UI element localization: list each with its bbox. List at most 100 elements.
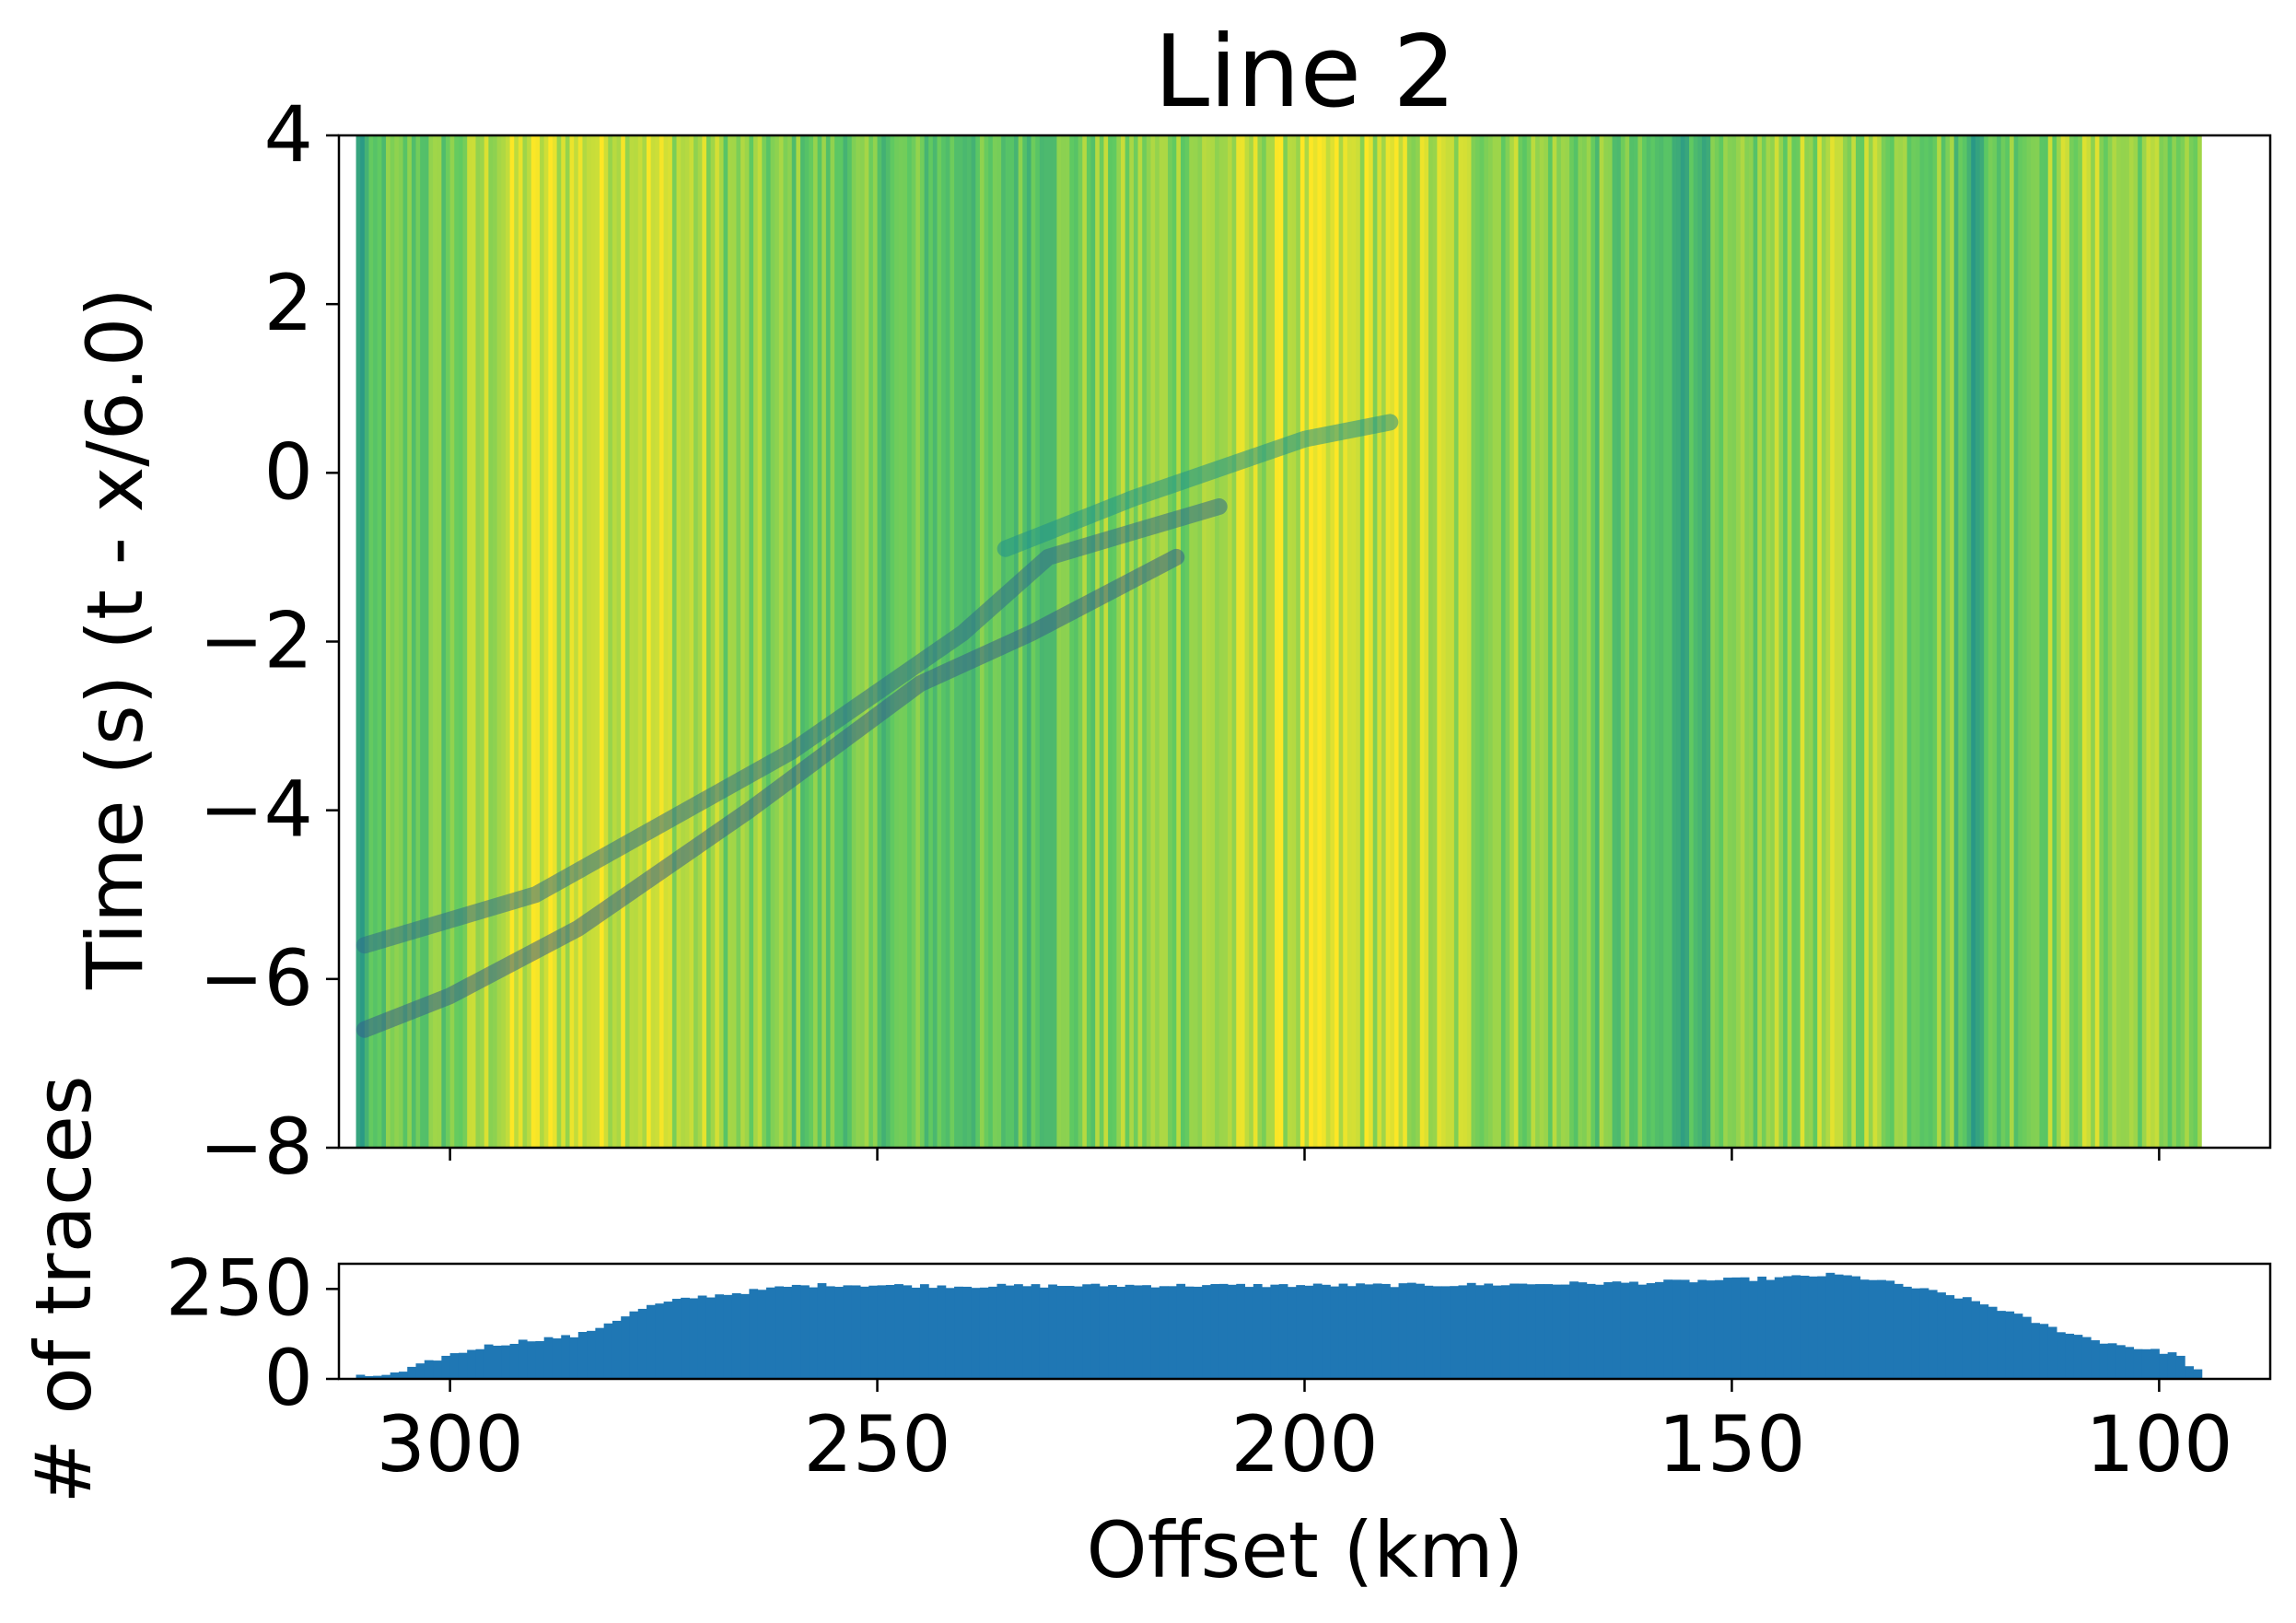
histogram-bar [1262,1287,1271,1379]
heatmap-column [1218,135,1224,1148]
heatmap-column [2141,135,2148,1148]
heatmap-column [2052,135,2057,1148]
heatmap-column [804,135,810,1148]
heatmap-column [2099,135,2104,1148]
heatmap-column [1689,135,1695,1148]
heatmap-column [415,135,421,1148]
heatmap-column [775,135,780,1148]
heatmap-column [471,135,477,1148]
histogram-bar [663,1302,673,1379]
heatmap-column [1868,135,1874,1148]
histogram-bar [1962,1297,1972,1379]
histogram-bar [1322,1284,1331,1379]
histogram-y-tick-label: 250 [166,1243,313,1333]
histogram-bar [577,1332,588,1379]
heatmap-column [1890,135,1895,1148]
x-tick-label: 200 [1230,1399,1378,1489]
histogram-bar [424,1360,434,1379]
x-tick-label: 100 [2085,1399,2232,1489]
heatmap-column [1582,135,1588,1148]
heatmap-column [1073,135,1079,1148]
histogram-bar [2022,1316,2032,1379]
histogram-bar [945,1288,955,1379]
histogram-bar [1766,1279,1776,1379]
heatmap-column [2112,135,2117,1148]
heatmap-column [791,135,798,1148]
heatmap-column [1253,135,1259,1148]
histogram-bar [1894,1283,1904,1379]
heatmap-column [783,135,788,1148]
heatmap-column [1296,135,1301,1148]
heatmap-column [1351,135,1357,1148]
heatmap-column [1406,135,1413,1148]
histogram-bar [1356,1283,1365,1379]
histogram-bar [1817,1276,1827,1379]
heatmap-column [2065,135,2070,1148]
heatmap-column [556,135,562,1148]
heatmap-column [2159,135,2164,1148]
heatmap-column [830,135,835,1148]
heatmap-column [817,135,822,1148]
heatmap-column [1249,135,1254,1148]
histogram-bar [621,1316,630,1379]
heatmap-column [1078,135,1083,1148]
histogram-bar [1296,1285,1305,1379]
y-tick-label: −2 [199,596,313,686]
heatmap-column [1193,135,1199,1148]
heatmap-column [1778,135,1784,1148]
heatmap-column [966,135,973,1148]
heatmap-column [1287,135,1293,1148]
heatmap-column [1338,135,1344,1148]
heatmap-column [1440,135,1447,1148]
histogram-bar [1406,1282,1416,1379]
histogram-bar [1056,1286,1066,1379]
heatmap-column [658,135,665,1148]
heatmap-column [612,135,618,1148]
heatmap-column [1513,135,1520,1148]
heatmap-column [877,135,882,1148]
heatmap-column [1984,135,1989,1148]
histogram-bar [1594,1284,1604,1379]
heatmap-column [1774,135,1780,1148]
arrival-streak-2 [355,548,1185,1038]
histogram-bar [603,1323,613,1379]
heatmap-column [915,135,921,1148]
heatmap-column [684,135,691,1148]
heatmap-column [1906,135,1912,1148]
histogram-bar [1364,1284,1374,1379]
heatmap-column [702,135,707,1148]
histogram-bar [1390,1287,1400,1379]
heatmap-column [903,135,908,1148]
histogram-bar [2073,1335,2083,1379]
heatmap-column [1416,135,1421,1148]
heatmap-column [407,135,413,1148]
heatmap-column [663,135,669,1148]
heatmap-column [1740,135,1745,1148]
heatmap-column [1137,135,1143,1148]
heatmap-column [1240,135,1246,1148]
heatmap-column [590,135,596,1148]
heatmap-column [1915,135,1921,1148]
histogram-bar [671,1299,682,1379]
heatmap-column [1283,135,1288,1148]
histogram-bar [1834,1274,1844,1379]
histogram-bar [2141,1349,2151,1379]
heatmap-column [1578,135,1583,1148]
heatmap-column [860,135,866,1148]
histogram-bar [1518,1283,1528,1379]
histogram-bar [1278,1284,1288,1379]
histogram-bar [1416,1283,1425,1379]
histogram-bar [1654,1281,1664,1379]
heatmap-column [1428,135,1434,1148]
histogram-bar [783,1287,793,1379]
heatmap-column [1270,135,1276,1148]
heatmap-column [1133,135,1139,1148]
heatmap-column [1291,135,1297,1148]
heatmap-column [1210,135,1216,1148]
heatmap-column [676,135,682,1148]
heatmap-column [1834,135,1840,1148]
heatmap-column [1748,135,1754,1148]
heatmap-column [1372,135,1378,1148]
histogram-bar [1039,1287,1049,1379]
heatmap-column [2163,135,2169,1148]
